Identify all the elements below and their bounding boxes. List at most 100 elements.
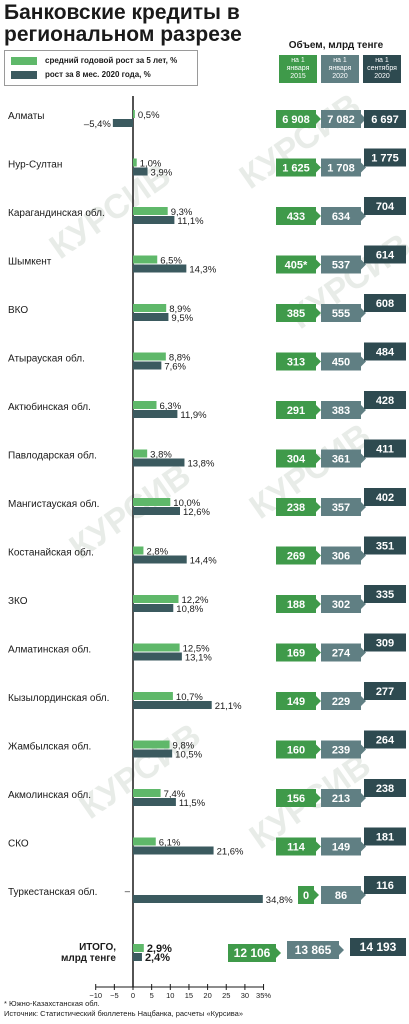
volume-jan2020-box: [321, 158, 361, 177]
region-label: ЗКО: [8, 596, 28, 607]
volume-jan2020-box: [321, 740, 361, 759]
volume-sep2020-value: 402: [376, 492, 394, 504]
legend-label-8m: рост за 8 мес. 2020 года, %: [45, 70, 151, 79]
value-label-8m: 2,4%: [145, 952, 170, 964]
value-label-5y: 12,5%: [183, 644, 210, 655]
volume-jan2020-box: [321, 546, 361, 565]
volume-2015-box: [276, 692, 316, 710]
value-label-5y: 9,3%: [171, 207, 193, 218]
volume-2015-value: 1 625: [282, 163, 310, 175]
volume-sep2020-box: [364, 876, 406, 894]
x-tick-label: 35%: [256, 991, 271, 1000]
value-label-8m: 34,8%: [266, 895, 293, 906]
volume-sep2020-value: 411: [376, 444, 394, 456]
volume-jan2020-box: [321, 595, 361, 613]
volume-sep2020-box: [364, 488, 406, 506]
volume-2015-arrow: [316, 162, 321, 173]
volume-sep2020-value: 14 193: [360, 940, 397, 954]
bar-8m: [133, 846, 214, 855]
value-label-5y: 8,9%: [169, 304, 191, 315]
volume-sep2020-value: 264: [376, 735, 395, 747]
volume-sep2020-value: 277: [376, 686, 394, 698]
bar-8m: [133, 361, 162, 370]
volume-2015-box: [276, 401, 316, 419]
volume-jan2020-value: 450: [332, 357, 350, 369]
volume-jan2020-box: [321, 304, 361, 322]
bar-chart: −10 −5 0 5 10 15 20 25 30 35% Алматы 0,5% –5,4% Нур-С…: [8, 96, 406, 1000]
volume-2015-box: [276, 837, 316, 856]
bar-8m: [133, 652, 182, 661]
volume-sep2020-box: [364, 827, 406, 846]
volume-2015-box: [276, 789, 316, 807]
value-label-5y: 12,2%: [182, 595, 209, 606]
region-label: ВКО: [8, 305, 28, 316]
bar-5y: [133, 304, 167, 312]
volume-jan2020-value: 13 865: [295, 943, 332, 957]
volume-2015-box: [276, 207, 316, 225]
volume-2015-box: [276, 449, 316, 468]
volume-2015-arrow: [316, 356, 321, 367]
value-label-8m: 9,5%: [171, 313, 193, 324]
volume-jan2020-arrow: [361, 599, 366, 609]
bar-8m: [133, 410, 178, 418]
volume-jan2020-value: 357: [332, 502, 350, 514]
value-label-8m: 14,4%: [190, 556, 217, 567]
volume-jan2020-arrow: [361, 502, 366, 512]
region-label: Павлодарская обл.: [8, 450, 97, 462]
volume-jan2020-value: 7 082: [327, 114, 355, 126]
value-label-5y: –: [125, 886, 131, 897]
region-label: ИТОГО, млрд тенге: [61, 942, 116, 964]
region-label: Алматинская обл.: [8, 644, 91, 656]
value-label-8m: 3,9%: [151, 168, 173, 179]
volume-jan2020-value: 537: [332, 260, 350, 272]
value-label-5y: 6,3%: [159, 401, 181, 412]
value-label-5y: 10,7%: [176, 692, 203, 703]
value-label-8m: 14,3%: [189, 265, 216, 276]
volume-column-header-jan2020: на 1 января 2020: [321, 55, 359, 83]
volume-sep2020-box: [364, 536, 406, 555]
value-label-5y: 0,5%: [138, 110, 160, 121]
volume-sep2020-box: [364, 779, 406, 797]
volume-jan2020-box: [321, 837, 361, 856]
value-label-5y: 2,8%: [146, 547, 168, 558]
volume-jan2020-value: 555: [332, 308, 350, 320]
volume-2015-arrow: [316, 211, 321, 221]
volume-2015-value: 405*: [285, 260, 308, 272]
volume-sep2020-value: 428: [376, 395, 394, 407]
volume-2015-value: 269: [287, 551, 305, 563]
volume-jan2020-box: [321, 401, 361, 419]
volume-2015-box: [276, 595, 316, 613]
volume-jan2020-arrow: [361, 211, 366, 221]
bar-8m: [133, 313, 169, 321]
volume-sep2020-box: [364, 342, 406, 361]
volume-jan2020-arrow: [361, 162, 366, 173]
volume-jan2020-value: 213: [332, 793, 350, 805]
volume-jan2020-arrow: [361, 356, 366, 367]
volume-2015-arrow: [316, 259, 321, 270]
volume-column-header-2015: на 1 января 2015: [279, 55, 317, 83]
volume-jan2020-arrow: [361, 793, 366, 803]
volume-2015-box: [276, 110, 316, 128]
volume-sep2020-value: 335: [376, 589, 394, 601]
volume-2015-arrow: [316, 647, 321, 658]
bar-5y: [133, 643, 180, 652]
volume-jan2020-box: [321, 110, 361, 128]
volume-jan2020-value: 229: [332, 696, 350, 708]
volume-2015-arrow: [316, 114, 321, 124]
volume-2015-arrow: [316, 793, 321, 803]
volume-2015-arrow: [316, 599, 321, 609]
volume-title: Объем, млрд тенге: [288, 40, 384, 51]
volume-2015-box: [298, 886, 314, 904]
bar-8m: [112, 119, 133, 127]
bar-8m: [133, 507, 180, 515]
volume-jan2020-box: [321, 643, 361, 662]
volume-jan2020-arrow: [361, 114, 366, 124]
volume-sep2020-box: [364, 585, 406, 603]
volume-jan2020-box: [321, 449, 361, 468]
value-label-8m: 21,1%: [215, 701, 242, 712]
bar-5y: [133, 944, 144, 952]
volume-jan2020-box: [287, 941, 339, 959]
volume-sep2020-box: [364, 730, 406, 749]
volume-jan2020-box: [321, 789, 361, 807]
region-label: Шымкент: [8, 257, 52, 268]
